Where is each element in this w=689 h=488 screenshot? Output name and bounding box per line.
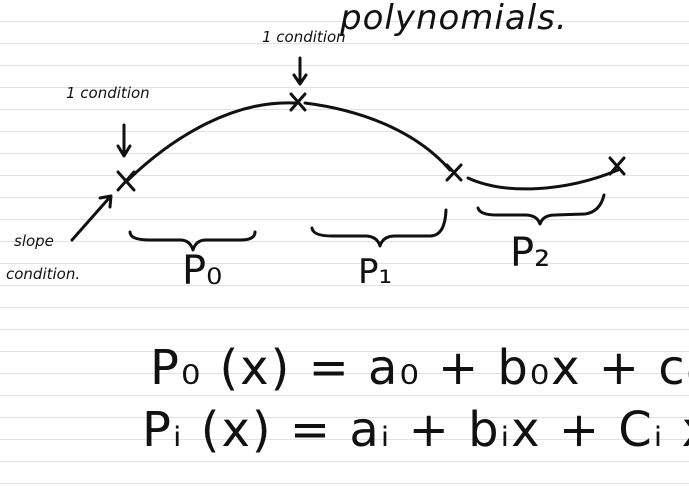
piece-label-p0: P₀: [182, 248, 223, 294]
knot-marker-3: [608, 156, 626, 176]
knot-marker-0: [116, 170, 136, 192]
brace-p1: [310, 208, 448, 248]
label-slope-line1: slope: [14, 232, 54, 250]
spline-segment-2: [466, 168, 620, 191]
heading-text: polynomials.: [340, 0, 568, 38]
brace-p2: [476, 193, 606, 226]
equation-pi: Pᵢ (x) = aᵢ + bᵢx + Cᵢ x²: [142, 402, 689, 458]
piece-label-p2: P₂: [510, 230, 551, 276]
spline-segment-0: [126, 101, 297, 182]
arrow-condition-top: [292, 56, 308, 86]
arrow-slope: [70, 194, 113, 242]
knot-marker-2: [445, 163, 463, 182]
brace-p0: [128, 230, 257, 252]
label-slope-line2: condition.: [6, 265, 81, 283]
knot-marker-1: [289, 92, 307, 112]
label-condition-left: 1 condition: [66, 84, 150, 102]
spline-segment-1: [303, 101, 452, 172]
arrow-condition-left: [116, 123, 132, 158]
equation-p0: P₀ (x) = a₀ + b₀x + c₀ x²: [150, 340, 689, 396]
label-condition-top: 1 condition: [262, 28, 346, 46]
piece-label-p1: P₁: [358, 252, 393, 292]
